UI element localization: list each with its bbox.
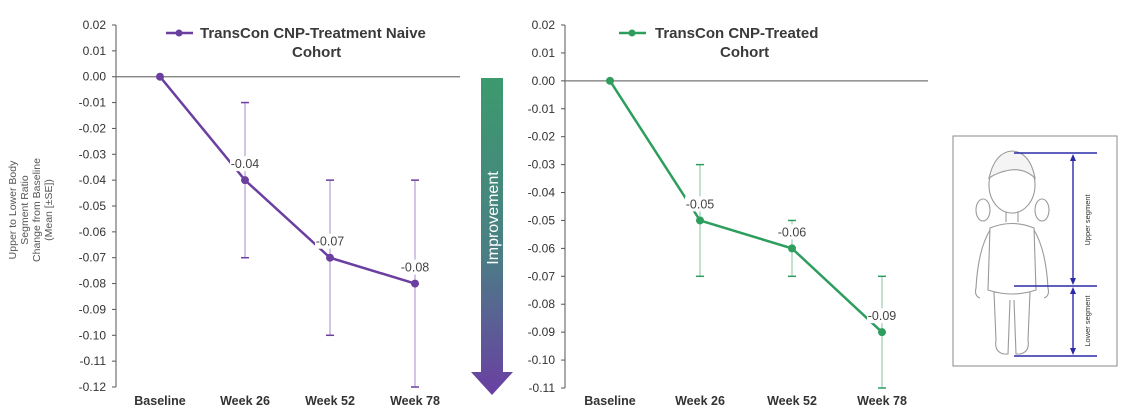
data-label: -0.05 xyxy=(686,197,715,211)
data-label-bg xyxy=(867,308,897,324)
y-tick-label: 0.00 xyxy=(532,74,556,88)
series-line xyxy=(608,80,883,334)
x-tick-label: Baseline xyxy=(134,394,185,408)
y-tick-label: -0.07 xyxy=(79,251,107,265)
y-tick-label: -0.07 xyxy=(528,269,556,283)
y-tick-label: -0.12 xyxy=(79,380,107,394)
data-point xyxy=(606,76,614,85)
y-axis-label: Upper to Lower Body Segment Ratio Change… xyxy=(7,158,55,262)
lower-segment-label: Lower segment xyxy=(1083,294,1092,346)
y-tick-label: -0.01 xyxy=(79,96,107,110)
legend-text-left-line1: TransCon CNP-Treatment Naive xyxy=(200,25,426,42)
y-tick-label: -0.11 xyxy=(529,381,556,395)
upper-segment-label: Upper segment xyxy=(1083,193,1092,245)
segment-lines xyxy=(1014,152,1097,357)
y-tick-label: 0.00 xyxy=(83,70,107,84)
lower-arrowhead-bottom xyxy=(1070,348,1076,355)
data-label-bg xyxy=(777,224,807,240)
data-label: -0.09 xyxy=(868,309,897,323)
upper-arrowhead-bottom xyxy=(1070,278,1076,285)
y-axis-label-line2: Segment Ratio xyxy=(19,175,31,245)
y-tick-label: -0.09 xyxy=(79,302,107,316)
x-tick-label: Baseline xyxy=(584,394,635,408)
body-segment-figure: Upper segment Lower segment xyxy=(952,135,1118,367)
y-tick-label: 0.01 xyxy=(532,46,556,60)
y-tick-label: -0.06 xyxy=(79,225,107,239)
data-point xyxy=(326,253,334,262)
data-label-bg xyxy=(400,259,430,275)
y-tick-label: -0.02 xyxy=(79,121,107,135)
y-tick-label: -0.03 xyxy=(79,147,107,161)
legend-text-right-line2: Cohort xyxy=(720,44,769,61)
data-point xyxy=(696,216,704,225)
y-tick-label: 0.02 xyxy=(83,18,107,32)
data-label: -0.07 xyxy=(316,235,345,249)
y-tick-label: -0.04 xyxy=(79,173,107,187)
y-axis-label-line1: Upper to Lower Body xyxy=(7,160,19,259)
data-point xyxy=(411,279,419,288)
data-point xyxy=(788,244,796,253)
data-label: -0.06 xyxy=(778,225,807,239)
y-tick-label: 0.01 xyxy=(83,44,107,58)
data-label: -0.08 xyxy=(401,261,430,275)
x-tick-label: Week 26 xyxy=(675,394,725,408)
improvement-arrow: Improvement xyxy=(471,78,513,395)
y-tick-label: -0.10 xyxy=(79,328,107,342)
x-tick-label: Week 26 xyxy=(220,394,270,408)
x-tick-label: Week 78 xyxy=(857,394,907,408)
legend-marker-left xyxy=(175,29,183,37)
y-axis-label-line3: Change from Baseline xyxy=(31,158,43,262)
y-tick-label: -0.09 xyxy=(528,325,556,339)
y-axis-label-line4: (Mean [±SE]) xyxy=(43,179,55,241)
x-tick-label: Week 52 xyxy=(767,394,817,408)
y-tick-label: -0.05 xyxy=(528,213,556,227)
x-tick-label: Week 52 xyxy=(305,394,355,408)
data-point xyxy=(156,72,164,81)
data-label: -0.04 xyxy=(231,157,260,171)
y-tick-label: -0.04 xyxy=(528,186,556,200)
y-tick-label: -0.03 xyxy=(528,158,556,172)
data-point xyxy=(878,328,886,337)
improvement-arrow-label: Improvement xyxy=(485,171,502,265)
y-tick-label: -0.08 xyxy=(528,297,556,311)
series-line xyxy=(159,75,416,285)
y-tick-label: -0.06 xyxy=(528,241,556,255)
y-tick-label: -0.05 xyxy=(79,199,107,213)
legend-right: TransCon CNP-Treated Cohort xyxy=(619,25,818,61)
y-tick-label: -0.01 xyxy=(528,102,556,116)
x-tick-label: Week 78 xyxy=(390,394,440,408)
lower-arrowhead-top xyxy=(1070,287,1076,294)
chart-left: TransCon CNP-Treatment Naive Cohort 0.02… xyxy=(79,18,460,408)
y-tick-label: -0.08 xyxy=(79,277,107,291)
y-tick-label: -0.10 xyxy=(528,353,556,367)
data-label-bg xyxy=(230,156,260,172)
data-point xyxy=(241,176,249,185)
data-label-bg xyxy=(685,196,715,212)
legend-marker-right xyxy=(628,29,636,37)
legend-text-right-line1: TransCon CNP-Treated xyxy=(655,25,818,42)
improvement-arrow-shape xyxy=(471,78,513,395)
chart-right: TransCon CNP-Treated Cohort 0.02 0.01 0.00… xyxy=(528,18,928,408)
y-tick-label: -0.02 xyxy=(528,130,556,144)
data-label-bg xyxy=(315,233,345,249)
child-outline-icon xyxy=(974,150,1050,355)
legend-text-left-line2: Cohort xyxy=(292,44,341,61)
y-tick-label: -0.11 xyxy=(80,354,107,368)
y-tick-label: 0.02 xyxy=(532,18,556,32)
legend-left: TransCon CNP-Treatment Naive Cohort xyxy=(166,25,426,61)
upper-arrowhead-top xyxy=(1070,154,1076,161)
